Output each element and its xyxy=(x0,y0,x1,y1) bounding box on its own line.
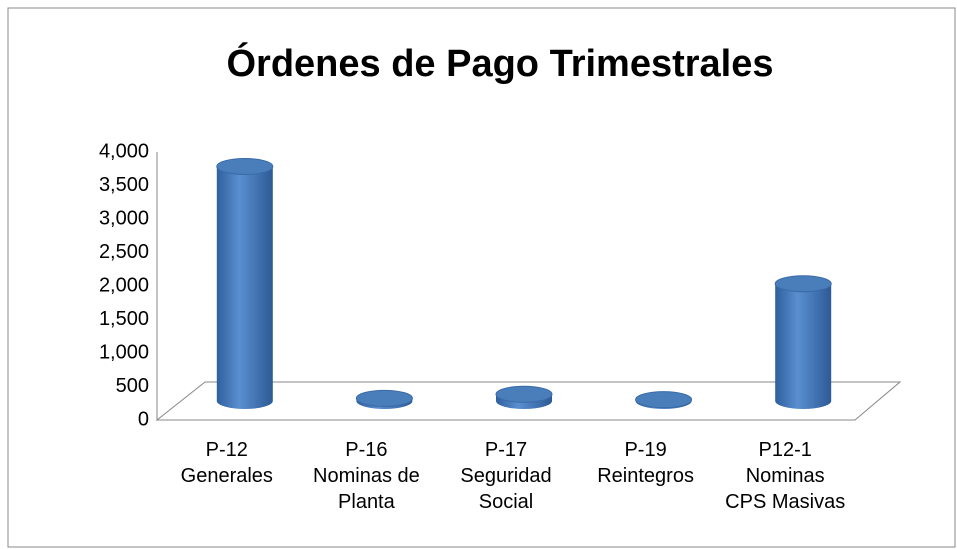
bar xyxy=(774,275,832,409)
bar xyxy=(355,389,413,409)
bar-body xyxy=(216,166,273,409)
y-tick-label: 3,500 xyxy=(99,174,149,196)
y-tick-label: 1,000 xyxy=(99,341,149,363)
bar-top xyxy=(216,158,274,175)
bar xyxy=(635,391,693,409)
x-tick-label: P-19 Reintegros xyxy=(597,439,694,487)
y-tick-label: 1,500 xyxy=(99,308,149,330)
bar-top xyxy=(495,385,553,403)
bar xyxy=(495,385,553,409)
chart-frame xyxy=(7,7,956,548)
floor xyxy=(155,381,902,421)
y-tick-label: 2,500 xyxy=(99,241,149,263)
x-tick-label: P-17 Seguridad Social xyxy=(460,439,552,513)
bar-top xyxy=(635,391,693,409)
y-tick-label: 3,000 xyxy=(99,207,149,229)
bar-top xyxy=(774,275,832,293)
x-tick-label: P12-1 Nominas CPS Masivas xyxy=(725,439,846,513)
y-tick-label: 500 xyxy=(116,375,149,397)
y-tick-label: 4,000 xyxy=(99,140,149,162)
bar xyxy=(216,158,274,409)
bar-top xyxy=(355,389,413,407)
x-tick-label: P-12 Generales xyxy=(180,439,273,487)
y-tick-label: 0 xyxy=(138,408,149,430)
chart-title: Órdenes de Pago Trimestrales xyxy=(226,41,773,85)
bar-body xyxy=(775,283,832,409)
x-tick-label: P-16 Nominas de Planta xyxy=(313,439,420,513)
y-tick-label: 2,000 xyxy=(99,274,149,296)
